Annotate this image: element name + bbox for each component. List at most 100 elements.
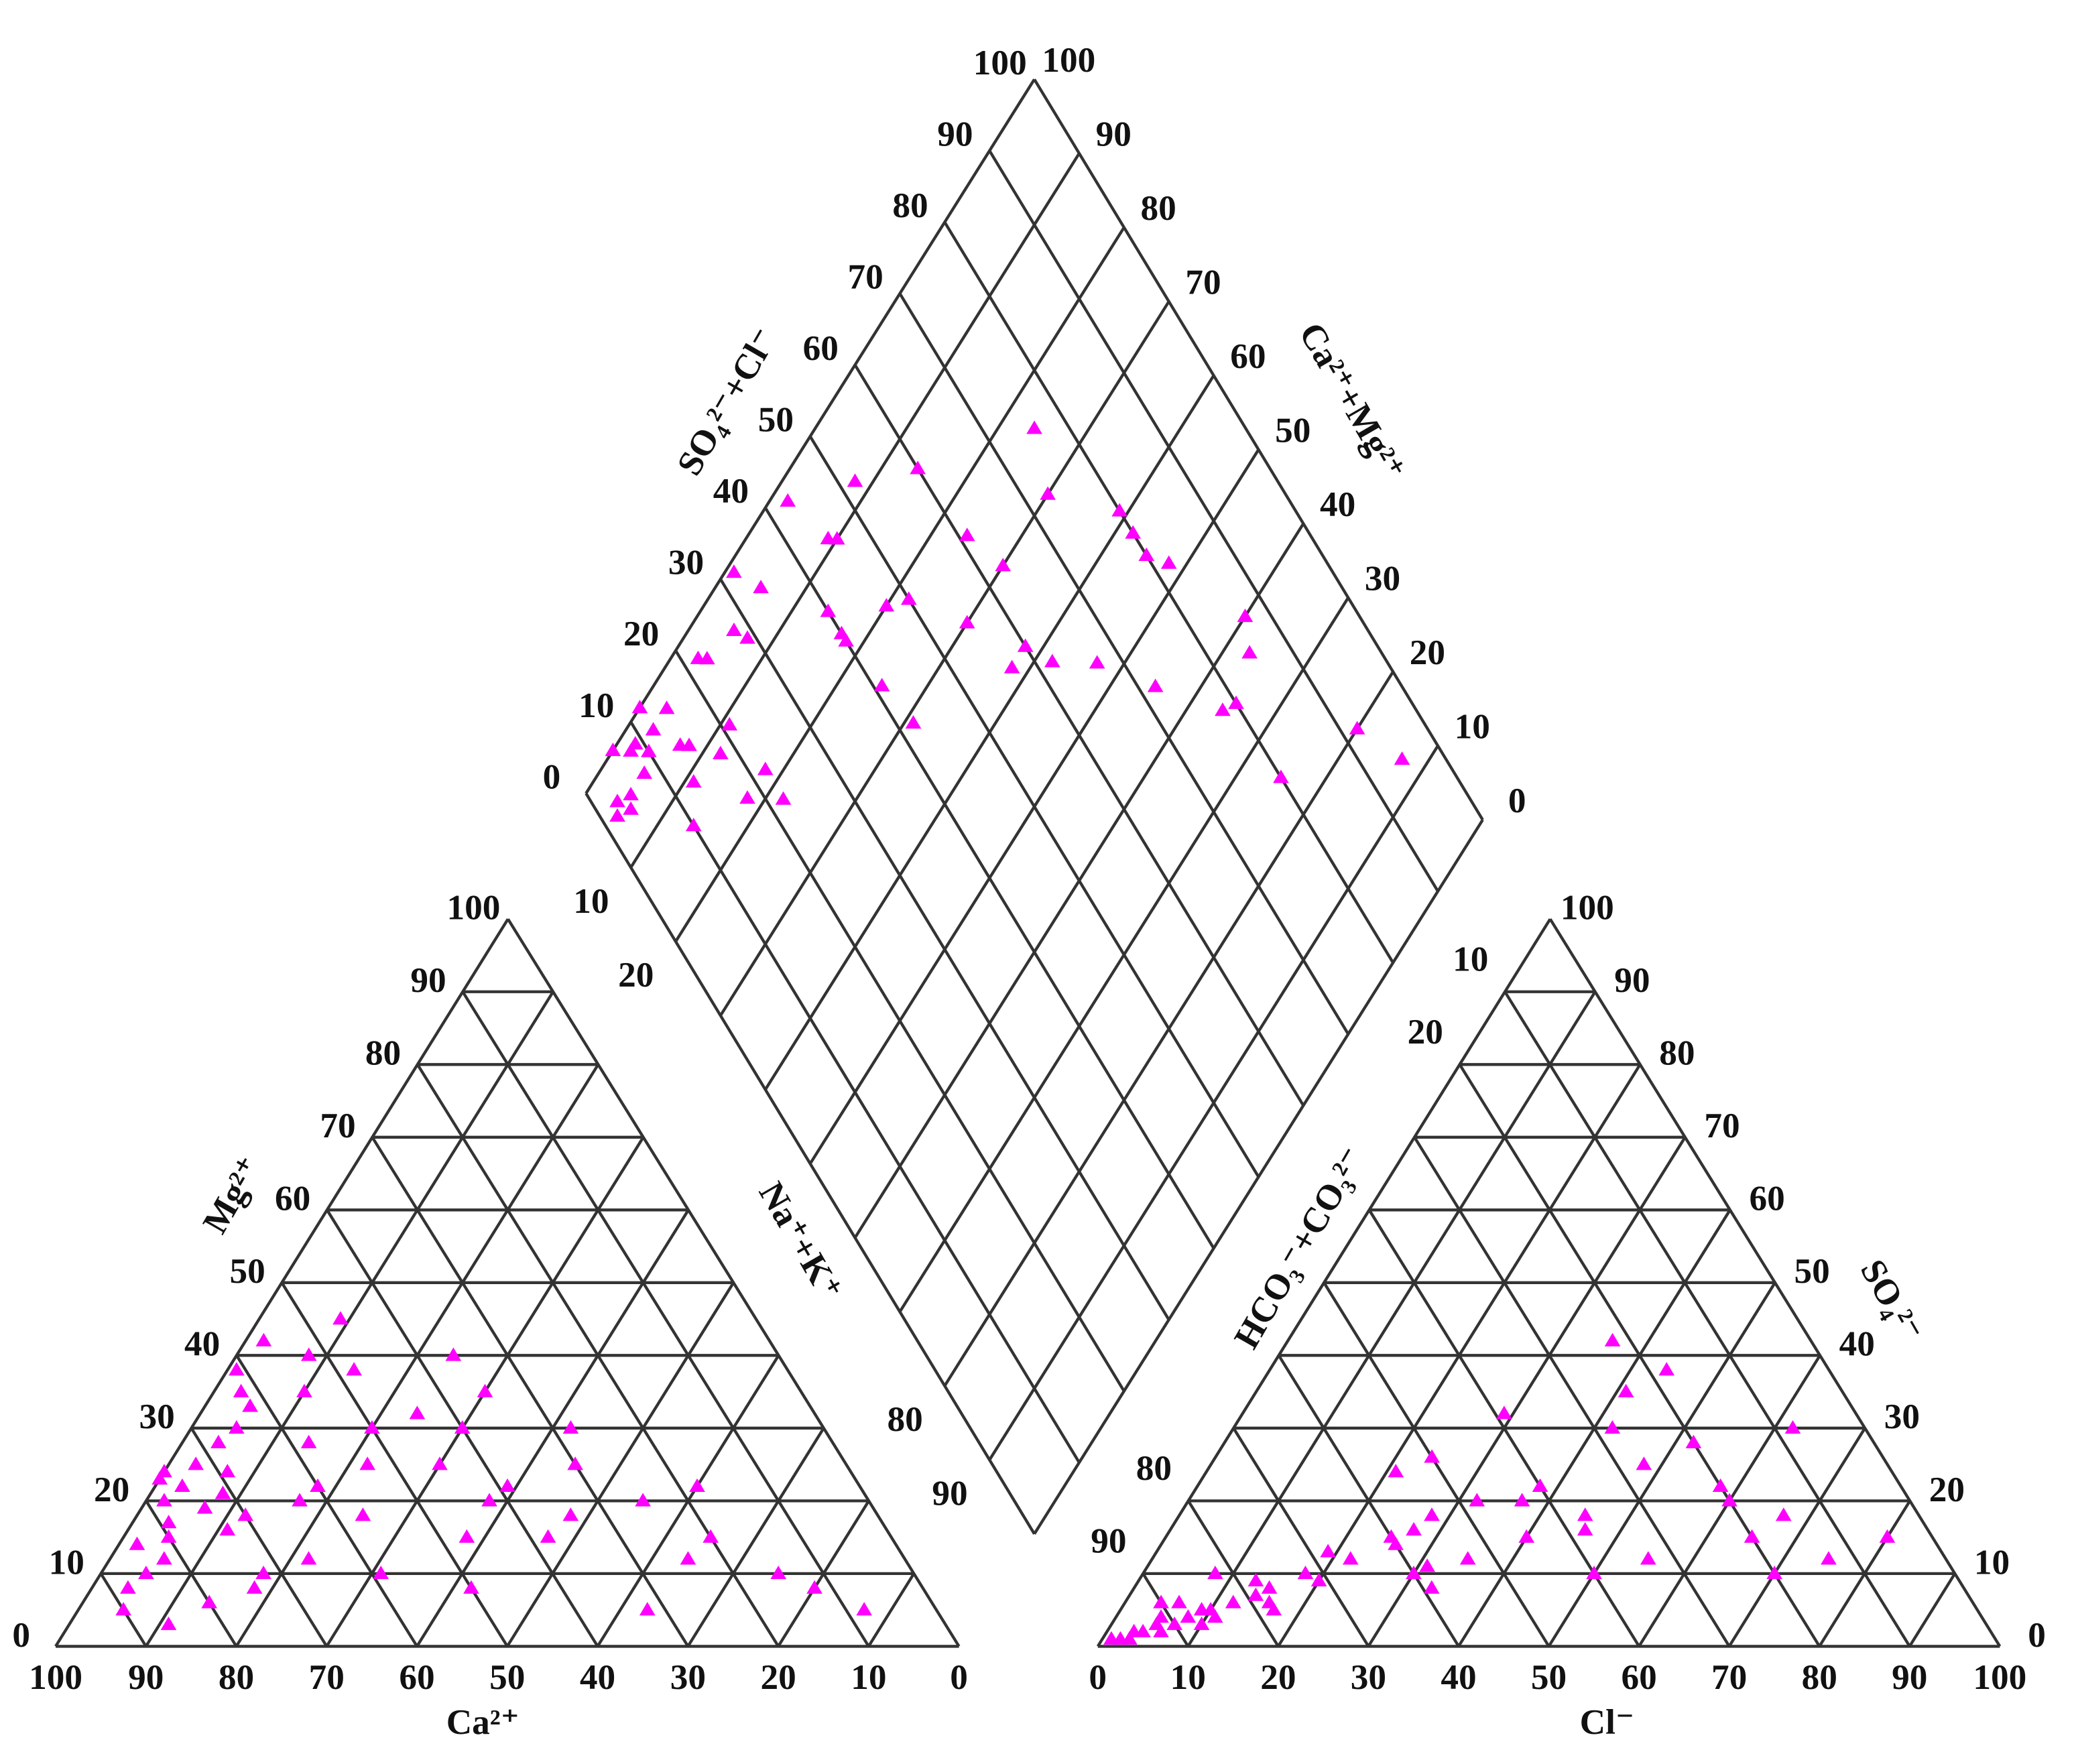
sample-marker [1419,1558,1435,1572]
sample-marker [605,743,621,757]
sample-marker [641,743,657,757]
sample-marker [905,715,922,729]
sample-marker [1040,486,1056,500]
so4-tick-label: 100 [1561,888,1614,928]
sample-marker [1003,659,1020,674]
so4-tick-label: 70 [1704,1106,1740,1145]
sample-marker [1017,638,1034,652]
mg-tick-label: 70 [320,1106,355,1145]
sample-marker [445,1347,462,1361]
cl-tick-label: 70 [1711,1657,1747,1697]
cation-grid-line [596,1354,780,1647]
cl-tick-label: 90 [1892,1657,1927,1697]
sample-marker [878,598,895,612]
sample-marker [1394,751,1410,765]
so4-cl-tick-label: 80 [892,186,928,225]
sample-marker [160,1529,177,1543]
so4-tick-label: 80 [1659,1033,1695,1073]
sample-marker [636,765,652,779]
sample-marker [1153,1609,1169,1623]
sample-marker [1618,1383,1634,1397]
sample-marker [292,1493,308,1507]
mg-tick-label: 100 [447,888,501,928]
sample-marker [459,1529,475,1543]
sample-marker [721,716,738,731]
mg-tick-label: 20 [94,1470,129,1509]
sample-marker [237,1507,254,1521]
hco3-tick-label: 20 [1408,1012,1443,1052]
anion-grid-line [1413,1136,1731,1647]
sample-marker [713,745,729,759]
sample-marker [346,1362,362,1376]
sample-marker [623,743,639,757]
sample-marker [1577,1507,1593,1521]
mg-tick-label: 80 [365,1033,401,1073]
sample-marker [1879,1529,1896,1543]
sample-marker [1261,1580,1278,1594]
ca-mg-tick-label: 10 [1455,706,1490,746]
sample-marker [1310,1572,1327,1587]
mg-tick-label: 50 [229,1251,265,1291]
cl-tick-label: 50 [1531,1657,1567,1697]
so4-tick-label: 20 [1929,1470,1965,1509]
sample-marker [1342,1551,1359,1565]
cl-tick-label: 80 [1802,1657,1837,1697]
diamond-grid-line [988,745,1439,1461]
diamond-grid-line [988,149,1439,892]
sample-marker [1424,1449,1440,1463]
sample-marker [174,1478,190,1492]
sample-marker [770,1566,787,1580]
axis-title: Ca²⁺+Mg²⁺ [1292,316,1413,487]
sample-marker [332,1311,349,1325]
sample-marker [562,1507,579,1521]
anion-grid-line [1232,1427,1370,1647]
ca-tick-label: 0 [950,1657,968,1697]
sample-marker [1103,1631,1119,1645]
sample-marker [1496,1405,1512,1420]
sample-marker [1193,1617,1210,1631]
sample-marker [454,1420,471,1434]
so4-cl-tick-label: 0 [543,757,561,796]
sample-marker [690,650,707,664]
sample-marker [1273,769,1289,783]
cation-grid-line [505,1281,735,1647]
cation-grid-line [777,1500,870,1647]
sample-marker [160,1617,177,1631]
diamond-grid-line [853,523,1305,1239]
sample-marker [1349,720,1365,735]
hco3-tick-label: 80 [1136,1448,1172,1488]
ca-tick-label: 60 [399,1657,434,1697]
sample-marker [847,473,863,487]
sample-marker [409,1405,426,1420]
sample-marker [1166,1617,1183,1631]
sample-marker [645,722,662,736]
so4-cl-tick-label: 70 [847,257,883,296]
sample-marker [210,1434,227,1448]
mg-tick-label: 0 [12,1615,30,1655]
ca-tick-label: 90 [128,1657,164,1697]
sample-marker [1215,702,1231,716]
sample-marker [1241,645,1258,659]
sample-marker [959,615,975,629]
sample-marker [1044,653,1060,668]
diamond-grid-line [1033,819,1484,1535]
so4-tick-label: 30 [1884,1397,1920,1436]
sample-marker [1180,1609,1197,1623]
ca-mg-tick-label: 20 [1410,633,1445,672]
sample-marker [1532,1478,1548,1492]
ca-tick-label: 20 [760,1657,796,1697]
sample-marker [685,774,702,788]
sample-marker [1514,1493,1530,1507]
so4-cl-tick-label: 90 [937,114,973,153]
anion-grid-line [1323,1281,1550,1647]
so4-tick-label: 60 [1749,1179,1784,1218]
sample-marker [1775,1507,1792,1521]
sample-marker [255,1566,271,1580]
diamond-grid-line [898,596,1350,1313]
sample-marker [246,1580,263,1594]
sample-marker [1125,1623,1142,1637]
sample-marker [900,591,917,605]
sample-marker [115,1602,131,1616]
sample-marker [1423,1580,1440,1594]
sample-marker [1658,1362,1675,1376]
